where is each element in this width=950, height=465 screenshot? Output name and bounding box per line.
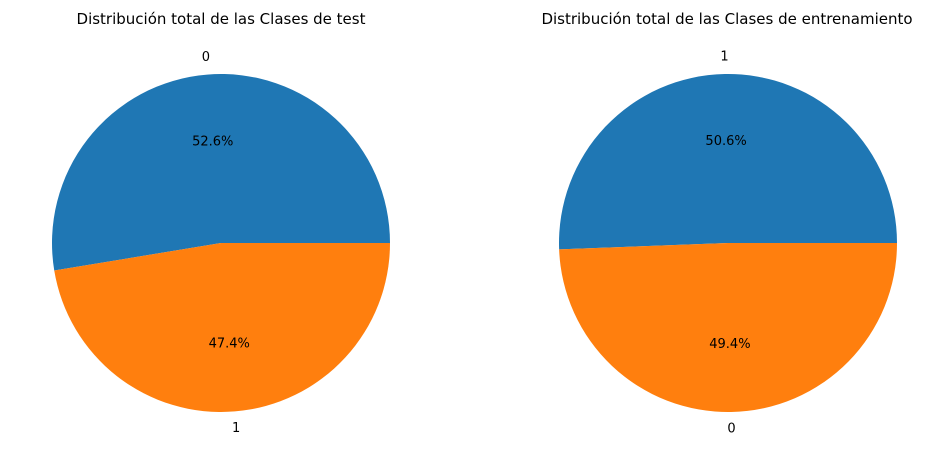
pie-chart-test: Distribución total de las Clases de test…	[51, 10, 391, 436]
slice-label-1-0: 1	[720, 50, 728, 65]
slice-label-0-0: 0	[202, 50, 210, 65]
pct-label-0-0: 52.6%	[192, 134, 233, 149]
slice-label-0-1: 1	[232, 421, 240, 436]
slices-train: 1 50.6% 0 49.4%	[559, 50, 897, 436]
slices-test: 0 52.6% 1 47.4%	[51, 50, 391, 436]
chart-title-train: Distribución total de las Clases de entr…	[541, 10, 912, 28]
pie-slice-1-1	[559, 243, 897, 413]
pct-label-1-1: 49.4%	[709, 337, 750, 352]
pct-label-1-0: 50.6%	[705, 134, 746, 149]
pie-chart-train: Distribución total de las Clases de entr…	[541, 10, 912, 436]
pie-slice-1-0	[559, 74, 897, 250]
pct-label-0-1: 47.4%	[209, 337, 250, 352]
chart-title-test: Distribución total de las Clases de test	[77, 10, 366, 28]
pie-slice-0-1	[54, 243, 391, 412]
slice-label-1-1: 0	[727, 421, 735, 436]
pie-slice-0-0	[51, 73, 390, 271]
